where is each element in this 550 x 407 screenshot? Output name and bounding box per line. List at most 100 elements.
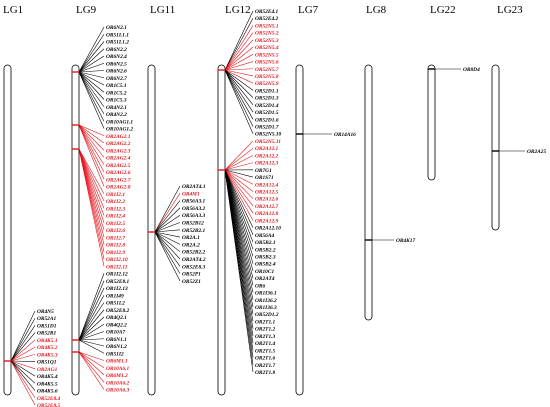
- gene-label: OR1I2.6: [106, 228, 125, 234]
- gene-label: OR2A12.5: [255, 190, 279, 196]
- connector-line: [78, 71, 105, 107]
- connector-line: [224, 162, 254, 171]
- gene-label: OR2AG1: [37, 367, 58, 373]
- gene-label: OR2AG2.6: [106, 170, 131, 176]
- gene-label: OR52E8.1: [106, 279, 130, 285]
- chromosome-bar-lg22: [427, 64, 436, 181]
- gene-label: OR10C1: [255, 269, 274, 275]
- connector-line: [224, 54, 254, 71]
- connector-line: [154, 231, 181, 260]
- chromosome-title-lg8: LG8: [366, 4, 387, 16]
- chromosome-title-lg22: LG22: [430, 4, 456, 16]
- gene-label: OR2AG2.8: [106, 185, 131, 191]
- chromosome-bar-lg1: [3, 64, 12, 396]
- gene-label: OR2A.2: [182, 242, 200, 248]
- gene-label: OR14A16: [334, 132, 356, 138]
- gene-label: OR52N5.11: [255, 139, 281, 145]
- connector-line: [10, 360, 36, 370]
- connector-line: [224, 169, 254, 207]
- gene-label: OR2AT4: [255, 276, 275, 282]
- connector-line: [154, 193, 181, 233]
- gene-label: OR6N2.6: [106, 69, 127, 75]
- connector-line: [224, 69, 254, 127]
- gene-label: OR51I2: [106, 351, 124, 357]
- gene-label: OR6N1.2: [106, 344, 127, 350]
- connector-line: [154, 207, 181, 233]
- connector-line: [78, 71, 105, 122]
- connector-line: [224, 169, 254, 214]
- gene-label: OR1I2.4: [106, 214, 125, 220]
- connector-line: [10, 339, 36, 362]
- connector-line: [78, 71, 105, 86]
- gene-label: OR6N2.1: [106, 25, 127, 31]
- gene-label: OR1I2.7: [106, 235, 125, 241]
- gene-label: OR52N5.10: [255, 132, 282, 138]
- gene-label: OR2AG2.7: [106, 177, 131, 183]
- connector-line: [224, 169, 254, 272]
- gene-label: OR5B2.1: [255, 240, 276, 246]
- gene-label: OR1I2.5: [106, 221, 125, 227]
- gene-label: OR2AG2.1: [106, 134, 131, 140]
- chromosome-title-lg23: LG23: [497, 4, 523, 16]
- gene-label: OR1I2.3: [106, 206, 125, 212]
- gene-label: OR4K5.1: [37, 338, 58, 344]
- gene-label: OR2A12.6: [255, 197, 279, 203]
- connector-line: [10, 318, 36, 362]
- connector-line: [10, 360, 36, 391]
- gene-label: OR7G1: [255, 168, 272, 174]
- gene-label: OR2T1.1: [255, 319, 276, 325]
- connector-line: [224, 169, 254, 192]
- gene-label: OR2A12.8: [255, 211, 279, 217]
- connector-line: [10, 360, 36, 398]
- connector-line: [78, 148, 105, 267]
- gene-label: OR56A3.2: [182, 206, 206, 212]
- gene-label: OR52R1: [37, 331, 56, 337]
- gene-label: OR4K5.3: [37, 352, 58, 358]
- connector-line: [224, 69, 254, 91]
- chromosome-title-lg9: LG9: [76, 4, 97, 16]
- gene-label: OR2AG2.2: [106, 141, 131, 147]
- connector-line: [78, 48, 105, 73]
- connector-line: [78, 124, 105, 151]
- connector-line: [224, 10, 254, 71]
- connector-line: [78, 124, 105, 144]
- gene-label: OR2A25: [527, 149, 546, 155]
- connector-line: [224, 155, 254, 171]
- connector-line: [224, 69, 254, 134]
- connector-line: [78, 331, 105, 341]
- gene-label: OR1I2.2: [106, 199, 125, 205]
- connector-line: [10, 360, 36, 362]
- gene-label: OR52B12: [182, 221, 204, 227]
- connector-line: [224, 169, 254, 185]
- connector-line: [78, 302, 105, 341]
- connector-line: [78, 148, 105, 194]
- gene-label: OR51L1.1: [106, 32, 129, 38]
- connector-line: [78, 124, 105, 180]
- gene-label: OR2A12.1: [255, 146, 279, 152]
- connector-line: [78, 26, 105, 73]
- gene-label: OR6: [255, 283, 265, 289]
- connector-line: [154, 231, 181, 245]
- connector-line: [78, 71, 105, 79]
- connector-line: [154, 231, 181, 252]
- connector-line: [78, 148, 105, 202]
- connector-line: [224, 169, 254, 243]
- gene-label: OR4K5.6: [37, 389, 58, 395]
- gene-label: OR2T1.6: [255, 356, 276, 362]
- connector-line: [78, 148, 105, 216]
- connector-line: [78, 287, 105, 341]
- connector-line: [10, 346, 36, 362]
- connector-line: [224, 61, 254, 71]
- connector-line: [78, 34, 105, 73]
- gene-label: OR1C5.2: [106, 90, 127, 96]
- connector-line: [78, 124, 105, 187]
- connector-line: [78, 351, 105, 390]
- chromosome-bar-lg23: [491, 64, 500, 231]
- gene-label: OR52N5.7: [255, 67, 279, 73]
- connector-line: [78, 338, 105, 341]
- connector-line: [224, 46, 254, 71]
- gene-label: OR10AG1.2: [106, 127, 133, 133]
- gene-label: OR51Q1: [37, 360, 57, 366]
- connector-line: [78, 41, 105, 73]
